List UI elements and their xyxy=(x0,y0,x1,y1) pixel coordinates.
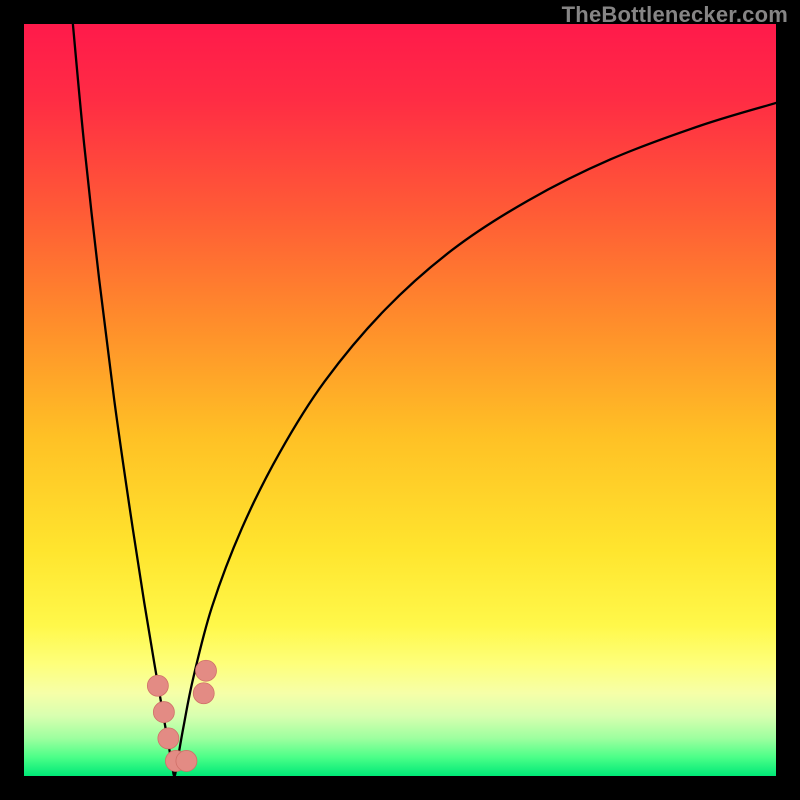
data-marker xyxy=(195,660,216,681)
data-marker xyxy=(158,728,179,749)
gradient-background xyxy=(24,24,776,776)
chart-svg xyxy=(24,24,776,776)
data-marker xyxy=(147,675,168,696)
bottleneck-chart xyxy=(24,24,776,776)
data-marker xyxy=(176,750,197,771)
data-marker xyxy=(153,702,174,723)
watermark-text: TheBottlenecker.com xyxy=(562,2,788,28)
data-marker xyxy=(193,683,214,704)
